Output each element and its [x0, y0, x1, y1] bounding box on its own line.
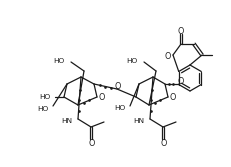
Text: HO: HO: [126, 58, 137, 64]
Text: HO: HO: [54, 58, 65, 64]
Text: O: O: [177, 27, 183, 36]
Text: O: O: [160, 139, 167, 148]
Text: HN: HN: [61, 118, 72, 124]
Text: O: O: [169, 93, 175, 102]
Text: HO: HO: [114, 105, 125, 111]
Text: HO: HO: [40, 94, 51, 100]
Text: HN: HN: [132, 118, 143, 124]
Text: O: O: [114, 81, 121, 91]
Text: HO: HO: [38, 106, 49, 112]
Text: O: O: [177, 76, 183, 86]
Text: O: O: [98, 93, 105, 102]
Text: O: O: [88, 139, 95, 148]
Text: O: O: [164, 51, 170, 60]
